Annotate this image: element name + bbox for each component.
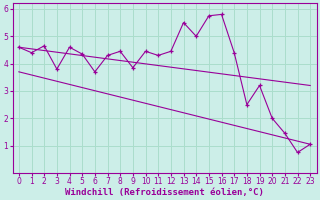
X-axis label: Windchill (Refroidissement éolien,°C): Windchill (Refroidissement éolien,°C) — [65, 188, 264, 197]
